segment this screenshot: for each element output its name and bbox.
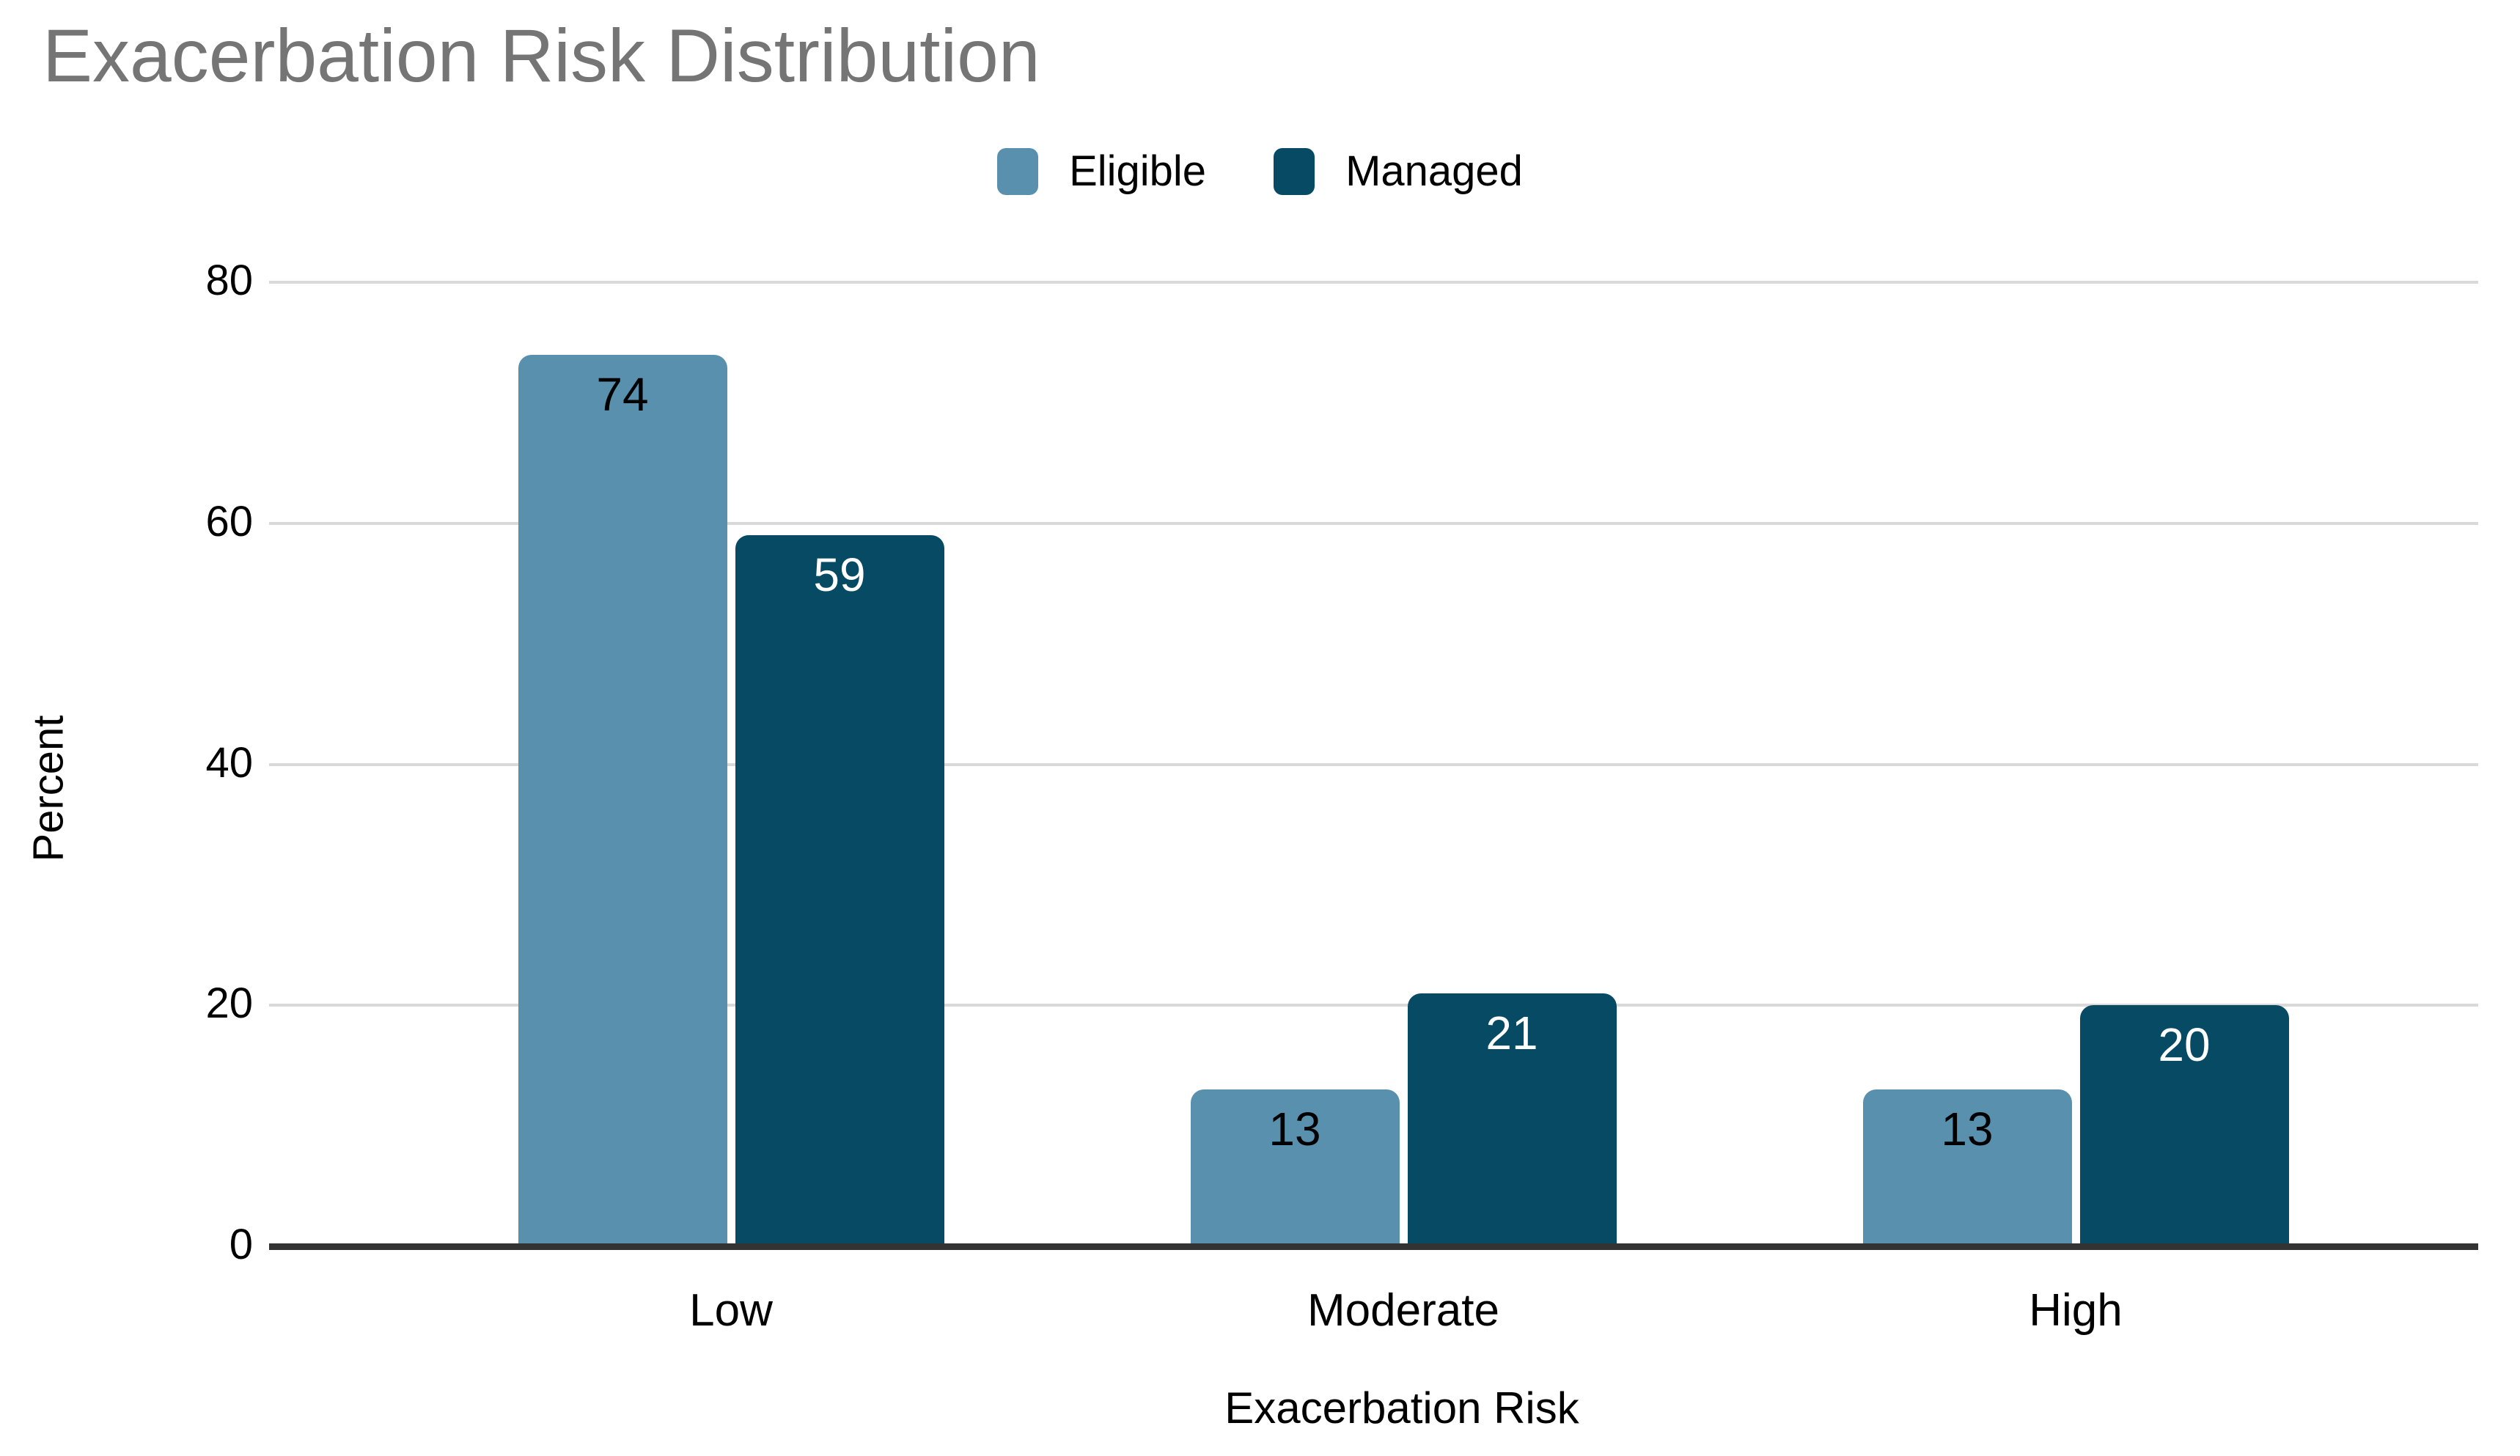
legend: Eligible Managed bbox=[0, 147, 2520, 196]
bar-eligible-low: 74 bbox=[518, 354, 727, 1246]
bar-managed-high: 20 bbox=[2079, 1005, 2289, 1246]
y-tick-label-60: 60 bbox=[205, 497, 253, 545]
bar-value-label-eligible-low: 74 bbox=[596, 367, 649, 421]
bar-eligible-high: 13 bbox=[1862, 1089, 2072, 1246]
bar-managed-moderate: 21 bbox=[1407, 993, 1617, 1246]
bar-value-label-managed-moderate: 21 bbox=[1485, 1006, 1538, 1059]
x-axis-title: Exacerbation Risk bbox=[1224, 1383, 1579, 1433]
gridline-y-20 bbox=[269, 1004, 2478, 1007]
x-category-label-low: Low bbox=[689, 1285, 773, 1336]
legend-label-eligible: Eligible bbox=[1069, 147, 1207, 195]
bar-managed-low: 59 bbox=[735, 535, 944, 1246]
chart-title: Exacerbation Risk Distribution bbox=[43, 14, 1040, 98]
x-category-label-high: High bbox=[2029, 1285, 2123, 1336]
bar-eligible-moderate: 13 bbox=[1190, 1089, 1400, 1246]
x-axis-baseline bbox=[269, 1243, 2478, 1250]
legend-item-eligible: Eligible bbox=[997, 147, 1206, 196]
gridline-y-40 bbox=[269, 762, 2478, 766]
y-tick-label-80: 80 bbox=[205, 257, 253, 304]
legend-item-managed: Managed bbox=[1274, 147, 1523, 196]
y-tick-label-20: 20 bbox=[205, 979, 253, 1028]
bar-value-label-eligible-high: 13 bbox=[1941, 1103, 1994, 1156]
bar-value-label-eligible-moderate: 13 bbox=[1268, 1103, 1321, 1156]
x-category-label-moderate: Moderate bbox=[1307, 1285, 1499, 1336]
y-tick-label-0: 0 bbox=[229, 1221, 253, 1268]
gridline-y-60 bbox=[269, 521, 2478, 525]
bar-value-label-managed-low: 59 bbox=[813, 548, 866, 602]
legend-label-managed: Managed bbox=[1345, 147, 1523, 195]
gridline-y-80 bbox=[269, 281, 2478, 284]
y-tick-label-40: 40 bbox=[205, 738, 253, 787]
legend-swatch-managed-icon bbox=[1274, 147, 1315, 195]
legend-swatch-eligible-icon bbox=[997, 147, 1039, 195]
bar-value-label-managed-high: 20 bbox=[2158, 1018, 2211, 1072]
